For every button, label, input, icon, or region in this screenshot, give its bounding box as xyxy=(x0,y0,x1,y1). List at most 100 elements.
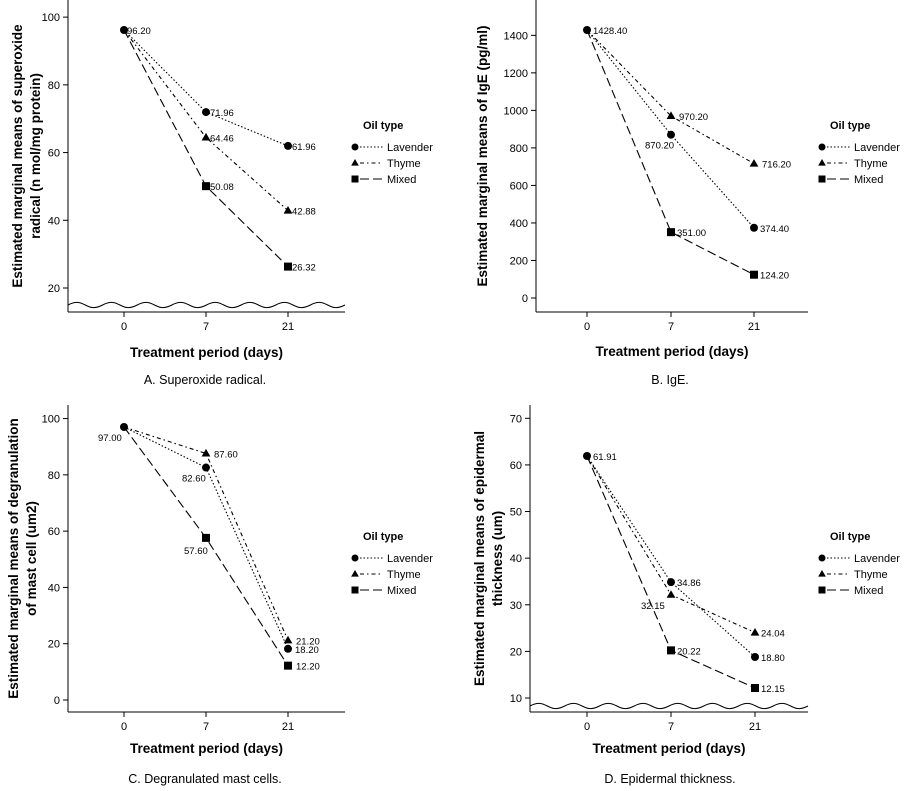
legend-title: Oil type xyxy=(363,531,403,543)
legend-title: Oil type xyxy=(830,120,870,132)
chart-caption: A. Superoxide radical. xyxy=(144,373,266,387)
x-tick-label: 21 xyxy=(748,321,760,333)
series-line-lavender xyxy=(586,455,756,658)
y-tick-label: 200 xyxy=(510,255,528,267)
series-line-thyme xyxy=(586,455,756,634)
legend-marker-thyme xyxy=(818,570,826,577)
data-point-lavender xyxy=(120,26,128,34)
data-label: 12.15 xyxy=(761,684,785,695)
y-tick-label: 50 xyxy=(510,507,522,519)
legend-label-thyme: Thyme xyxy=(854,158,888,170)
data-point-lavender xyxy=(583,452,591,460)
data-label: 18.80 xyxy=(761,653,785,664)
data-label: 96.20 xyxy=(127,26,151,37)
x-tick-label: 21 xyxy=(749,721,761,733)
data-label: 32.15 xyxy=(641,601,665,612)
y-axis-title: Estimated marginal means of IgE (pg/ml) xyxy=(475,25,490,286)
data-point-mixed xyxy=(284,262,292,271)
data-label: 374.40 xyxy=(760,224,789,235)
x-axis-title: Treatment period (days) xyxy=(130,345,283,360)
legend-marker-mixed xyxy=(351,586,359,594)
y-tick-label: 70 xyxy=(510,413,522,425)
data-point-thyme xyxy=(750,628,760,636)
data-label: 34.86 xyxy=(677,578,701,589)
y-tick-label: 40 xyxy=(510,553,522,565)
legend-marker-thyme xyxy=(351,159,359,166)
data-point-lavender xyxy=(751,652,759,661)
data-label: 82.60 xyxy=(182,474,206,485)
legend-label-lavender: Lavender xyxy=(854,142,900,154)
data-point-lavender xyxy=(583,26,591,34)
y-tick-label: 20 xyxy=(510,646,522,658)
x-tick-label: 0 xyxy=(584,721,590,733)
y-tick-label: 80 xyxy=(48,470,60,482)
x-tick-label: 0 xyxy=(121,721,127,733)
y-axis-title: of mast cell (um2) xyxy=(24,501,39,616)
data-point-mixed xyxy=(202,533,210,542)
data-label: 20.22 xyxy=(677,646,701,657)
legend-marker-lavender xyxy=(351,143,359,151)
y-tick-label: 100 xyxy=(42,12,60,24)
legend-marker-thyme xyxy=(351,570,359,577)
x-tick-label: 7 xyxy=(203,721,209,733)
legend-marker-lavender xyxy=(818,143,826,151)
data-point-lavender xyxy=(750,223,758,232)
data-point-mixed xyxy=(667,646,675,655)
data-label: 26.32 xyxy=(292,263,316,274)
y-tick-label: 20 xyxy=(48,283,60,295)
data-label: 87.60 xyxy=(214,449,238,460)
y-axis-title: Estimated marginal means of epidermal xyxy=(472,431,487,686)
y-axis-title: Estimated marginal means of superoxide xyxy=(10,24,25,288)
legend-label-mixed: Mixed xyxy=(854,174,883,186)
data-label: 18.20 xyxy=(295,645,319,656)
data-point-mixed xyxy=(284,661,292,670)
legend-marker-lavender xyxy=(351,554,359,562)
data-point-mixed xyxy=(751,684,759,692)
data-label: 61.91 xyxy=(593,452,617,463)
chart-caption: D. Epidermal thickness. xyxy=(604,772,735,786)
x-axis-title: Treatment period (days) xyxy=(592,741,745,756)
y-tick-label: 60 xyxy=(510,460,522,472)
data-label: 61.96 xyxy=(292,142,316,153)
y-axis-title: thickness (um) xyxy=(490,511,505,606)
data-label: 716.20 xyxy=(762,160,791,171)
data-point-lavender xyxy=(202,463,210,472)
x-tick-label: 7 xyxy=(668,721,674,733)
series-line-thyme xyxy=(123,29,289,211)
legend-label-mixed: Mixed xyxy=(387,174,416,186)
data-label: 12.20 xyxy=(296,662,320,673)
x-tick-label: 21 xyxy=(282,721,294,733)
data-label: 970.20 xyxy=(679,112,708,123)
y-tick-label: 80 xyxy=(48,80,60,92)
legend-label-mixed: Mixed xyxy=(387,585,416,597)
x-axis-title: Treatment period (days) xyxy=(595,344,748,359)
data-label: 50.08 xyxy=(210,182,234,193)
data-point-lavender xyxy=(284,141,292,150)
data-label: 57.60 xyxy=(184,546,208,557)
data-point-thyme xyxy=(749,159,759,167)
data-point-lavender xyxy=(202,108,210,117)
data-point-lavender xyxy=(667,130,675,139)
legend-label-lavender: Lavender xyxy=(387,142,433,154)
chart-caption: C. Degranulated mast cells. xyxy=(128,772,282,786)
data-point-thyme xyxy=(283,205,293,214)
y-tick-label: 30 xyxy=(510,600,522,612)
panel-superoxide-radical: 20 40 60 80 100 0 7 21 96.20 71.96 61.96 64.46 42.88… xyxy=(10,0,433,387)
data-label: 870.20 xyxy=(645,141,674,152)
axis-break-wave xyxy=(67,301,346,309)
data-label: 21.20 xyxy=(296,636,320,647)
legend-label-thyme: Thyme xyxy=(387,158,421,170)
legend: Oil type Lavender Thyme Mixed xyxy=(818,531,900,597)
y-tick-label: 0 xyxy=(54,695,60,707)
data-point-thyme xyxy=(283,635,293,644)
legend-title: Oil type xyxy=(363,120,403,132)
y-tick-label: 40 xyxy=(48,582,60,594)
y-axis-title: radical (n mol/mg protein) xyxy=(28,73,43,239)
legend-marker-lavender xyxy=(818,554,826,562)
data-label: 24.04 xyxy=(761,629,785,640)
series-line-lavender xyxy=(586,29,755,229)
data-label: 97.00 xyxy=(98,433,122,444)
y-tick-label: 800 xyxy=(510,143,528,155)
data-label: 124.20 xyxy=(760,271,789,282)
